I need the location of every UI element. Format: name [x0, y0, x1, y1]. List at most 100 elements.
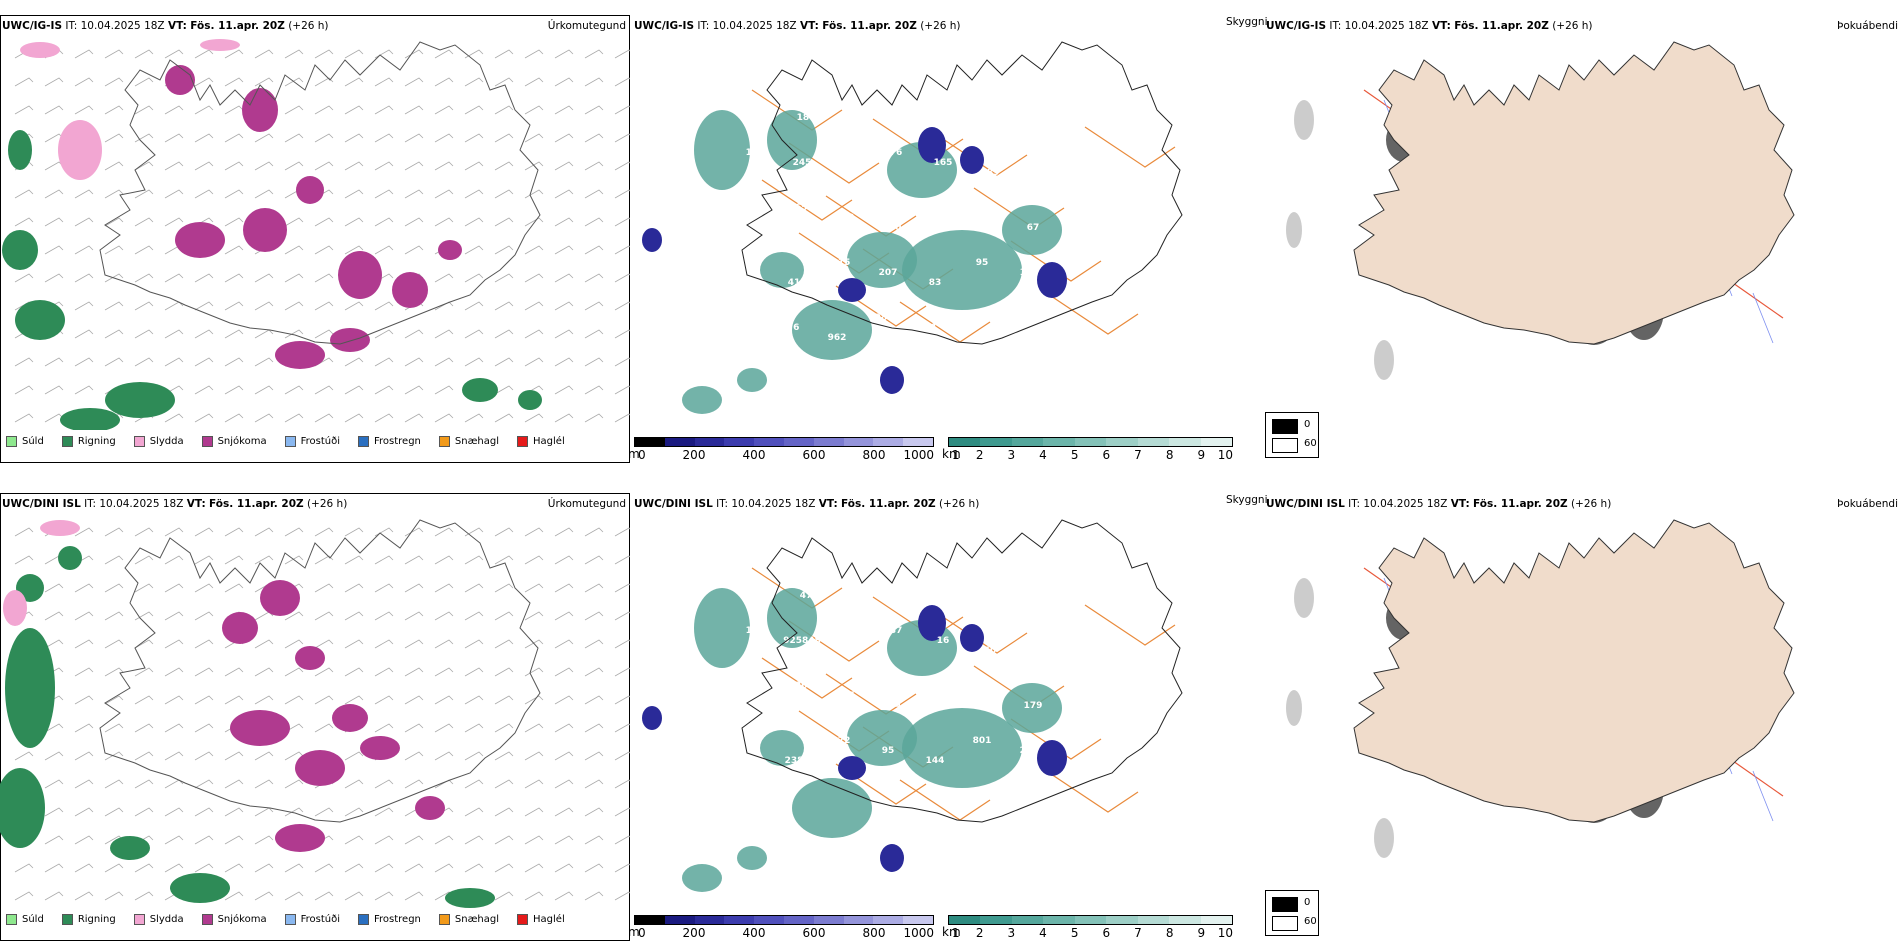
wind-barb [374, 189, 394, 199]
low-cloudbase-area [642, 228, 662, 252]
rain-area [15, 300, 65, 340]
wind-barb [194, 357, 214, 367]
colorbar-ticks: 0 200 400 600 800 1000 [634, 925, 934, 941]
colorbar-tick-label: 5 [1070, 926, 1079, 940]
wind-barb [374, 639, 394, 649]
wind-barb [194, 161, 214, 171]
wind-barb [164, 273, 184, 283]
wind-barb [74, 301, 94, 311]
wind-barb [224, 133, 244, 143]
wind-barb [134, 273, 154, 283]
wind-barb [74, 807, 94, 817]
wind-barb [554, 161, 574, 171]
cloudbase-label: 189 [981, 168, 1000, 178]
colorbar-cell [949, 438, 981, 446]
wind-barb [44, 723, 64, 733]
wind-barb [584, 49, 604, 59]
wind-barb [554, 863, 574, 873]
wind-barb [584, 161, 604, 171]
wind-barb [404, 583, 424, 593]
cloudbase-label: 227 [891, 581, 910, 591]
wind-barb [74, 891, 94, 901]
colorbar-tick-label: 10 [1217, 926, 1233, 940]
wind-barb [374, 583, 394, 593]
legend-label: Snjókoma [217, 914, 267, 925]
wind-barb [524, 273, 544, 283]
wind-barb [44, 891, 64, 901]
wind-barb [464, 835, 484, 845]
visibility-colorbar: 1 2 3 4 5 6 7 8 9 10 km [942, 915, 1233, 941]
legend-swatch [517, 436, 529, 447]
wind-barb [254, 413, 274, 423]
cloudbase-label: 354 [883, 701, 902, 711]
wind-barb [374, 723, 394, 733]
wind-barb [374, 385, 394, 395]
wind-barb [74, 583, 94, 593]
snow-area [295, 750, 345, 786]
wind-barb [224, 667, 244, 677]
rain-area [170, 873, 230, 903]
wind-barb [434, 217, 454, 227]
precip-legend-item: Snæhagl [438, 914, 499, 925]
wind-barb [194, 301, 214, 311]
precip-legend-item: Rigning [61, 436, 116, 447]
wind-barb [134, 555, 154, 565]
wind-barb [494, 835, 514, 845]
wind-barb [524, 49, 544, 59]
wind-barb [554, 77, 574, 87]
wind-barb [464, 217, 484, 227]
wind-barb [284, 329, 304, 339]
cloud-layer: 120 89 47 33 227 68 486 122 330 159 925848 80 87 16 60… [642, 567, 1176, 892]
wind-barb [404, 779, 424, 789]
wind-barb [434, 751, 454, 761]
wind-barb [134, 723, 154, 733]
wind-barb [74, 863, 94, 873]
wind-barb [254, 695, 274, 705]
rain-area [462, 378, 498, 402]
wind-barb [584, 329, 604, 339]
wind-barb [104, 723, 124, 733]
wind-barb [344, 217, 364, 227]
cloudbase-label: 268 [1071, 258, 1090, 268]
colorbar-tick-label: 200 [682, 448, 706, 462]
product-label: Úrkomutegund [547, 498, 626, 510]
colorbar-tick-label: 7 [1134, 448, 1142, 462]
snow-area [275, 824, 325, 852]
wind-barb [494, 49, 514, 59]
cloudbase-label: 73 [1078, 691, 1091, 701]
wind-barb [284, 667, 304, 677]
wind-barb [44, 751, 64, 761]
wind-barb [254, 891, 274, 901]
wind-barb [524, 807, 544, 817]
panel-title: UWC/DINI ISL IT: 10.04.2025 18Z VT: Fös.… [634, 498, 980, 510]
wind-barb [224, 329, 244, 339]
fog-legend-light-swatch [1272, 916, 1298, 931]
colorbar-tick-label: 2 [975, 448, 984, 462]
wind-barb [344, 863, 364, 873]
wind-barb [554, 555, 574, 565]
cloudbase-label: 165 [934, 158, 953, 168]
wind-barb [254, 667, 274, 677]
cloudbase-label: 925848 [783, 636, 821, 646]
wind-barb [524, 611, 544, 621]
colorbar-cell [843, 438, 874, 446]
wind-barb [554, 245, 574, 255]
colorbar-tick-label: 4 [1039, 448, 1047, 462]
rain-area [2, 230, 38, 270]
wind-barb [614, 891, 630, 901]
wind-barb [134, 807, 154, 817]
colorbar-ticks: 1 2 3 4 5 6 7 8 9 10 [948, 447, 1233, 463]
wind-barb [434, 385, 454, 395]
wind-barb [464, 723, 484, 733]
road [1084, 126, 1176, 168]
wind-barb [134, 245, 154, 255]
wind-barb [104, 891, 124, 901]
wind-barb [254, 807, 274, 817]
snow-area [360, 736, 400, 760]
snow-area [165, 65, 195, 95]
wind-barb [164, 807, 184, 817]
legend-label: Súld [22, 914, 44, 925]
wind-barb [134, 667, 154, 677]
wind-barb [194, 695, 214, 705]
wind-barb [314, 301, 334, 311]
